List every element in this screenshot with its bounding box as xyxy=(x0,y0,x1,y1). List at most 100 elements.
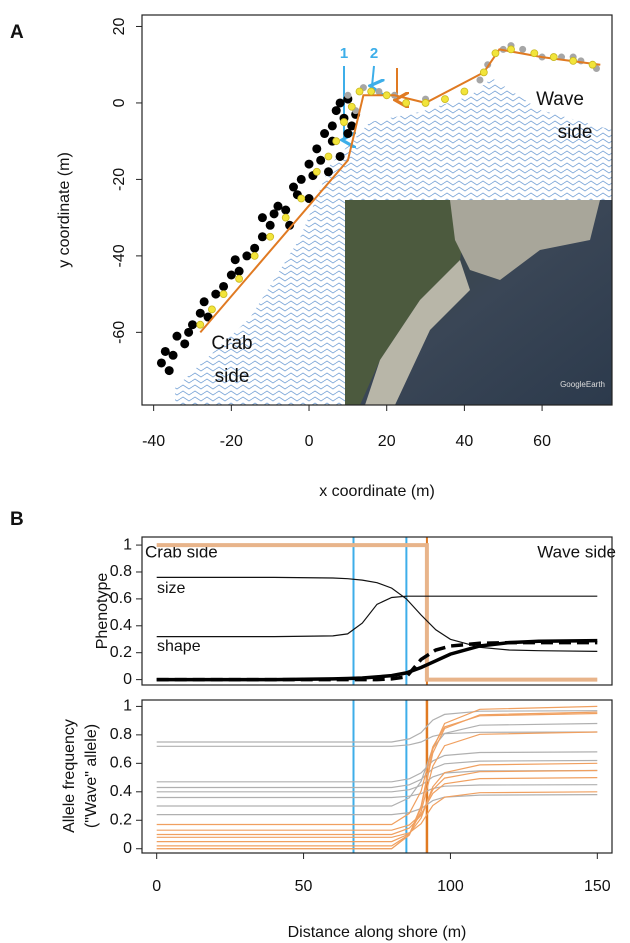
annotation: side xyxy=(558,122,593,143)
point xyxy=(199,297,209,307)
series-line xyxy=(156,759,598,789)
x-tick-label: 0 xyxy=(305,433,314,450)
point xyxy=(519,45,527,53)
point xyxy=(219,290,228,299)
point xyxy=(569,56,578,65)
point xyxy=(257,213,267,223)
y-tick-label: -20 xyxy=(111,168,128,191)
point xyxy=(476,76,484,84)
y-tick-label: 0.6 xyxy=(110,590,132,607)
series-line xyxy=(156,640,598,682)
point xyxy=(234,266,244,276)
x-tick-label: 100 xyxy=(437,878,464,895)
panel-label: A xyxy=(10,22,24,43)
x-tick-label: 40 xyxy=(455,433,473,450)
point xyxy=(382,91,391,100)
point xyxy=(491,49,500,58)
arrow xyxy=(372,65,374,86)
y-tick-label: 0 xyxy=(123,840,132,857)
y-tick-label: 1 xyxy=(123,698,132,715)
point xyxy=(327,121,337,131)
point xyxy=(355,87,364,96)
plot-frame xyxy=(141,536,613,686)
x-tick-label: -40 xyxy=(142,433,165,450)
point xyxy=(172,331,182,341)
y-tick-label: 0.8 xyxy=(110,563,132,580)
x-tick-label: 0 xyxy=(152,878,161,895)
series-line xyxy=(156,712,598,826)
point xyxy=(479,68,488,77)
x-tick-label: 20 xyxy=(378,433,396,450)
annotation: Wave xyxy=(536,89,584,110)
point xyxy=(335,98,345,108)
plot-frame xyxy=(141,14,613,406)
series-line xyxy=(156,769,598,836)
point xyxy=(250,251,259,260)
point xyxy=(285,220,295,230)
point xyxy=(549,53,558,61)
annotation: shape xyxy=(157,638,201,655)
point xyxy=(297,194,306,203)
series-line xyxy=(156,769,598,793)
point xyxy=(160,346,170,356)
point xyxy=(344,91,352,99)
point xyxy=(332,137,341,146)
plot-area xyxy=(156,42,601,376)
point xyxy=(312,144,322,154)
point xyxy=(219,281,229,291)
point xyxy=(331,106,341,116)
satellite-inset: GoogleEarth xyxy=(345,200,612,405)
point xyxy=(265,220,275,230)
panel-label: B xyxy=(10,509,24,530)
x-axis-label: x coordinate (m) xyxy=(319,483,435,500)
point xyxy=(402,99,411,107)
point xyxy=(347,121,357,131)
y-tick-label: 0.6 xyxy=(110,755,132,772)
series-line xyxy=(156,722,598,807)
annotation: 1 xyxy=(340,45,348,62)
point xyxy=(288,182,298,192)
y-axis-label: Phenotype xyxy=(94,573,111,650)
point xyxy=(266,232,275,241)
point xyxy=(460,87,469,96)
y-axis-label: ("Wave" allele) xyxy=(83,724,100,828)
y-tick-label: 20 xyxy=(111,17,128,35)
x-tick-label: 50 xyxy=(295,878,313,895)
point xyxy=(156,358,166,368)
series-line xyxy=(156,731,598,747)
y-tick-label: 0 xyxy=(111,98,128,107)
point xyxy=(164,366,174,376)
x-tick-label: 150 xyxy=(584,878,611,895)
point xyxy=(347,102,356,111)
point xyxy=(375,87,383,95)
point xyxy=(168,350,178,360)
series-line xyxy=(156,576,598,652)
series-line xyxy=(156,751,598,783)
series-line xyxy=(156,543,598,682)
point xyxy=(187,320,197,330)
point xyxy=(343,129,353,139)
x-axis-label: Distance along shore (m) xyxy=(288,924,467,941)
point xyxy=(235,274,244,283)
annotation: Crab side xyxy=(145,542,218,561)
point xyxy=(320,129,330,139)
series-line xyxy=(156,595,598,638)
point xyxy=(335,151,345,161)
image-credit: GoogleEarth xyxy=(560,380,605,389)
point xyxy=(208,305,216,314)
y-tick-label: -40 xyxy=(111,244,128,267)
series-line xyxy=(156,784,598,799)
annotation: Wave side xyxy=(537,542,616,561)
x-tick-label: -20 xyxy=(220,433,243,450)
point xyxy=(230,255,240,265)
point xyxy=(340,118,348,126)
point xyxy=(226,270,236,280)
series-line xyxy=(156,711,598,850)
series-line xyxy=(156,791,598,838)
y-tick-label: 0.4 xyxy=(110,783,132,800)
point xyxy=(273,201,283,211)
point xyxy=(296,174,306,184)
point xyxy=(211,289,221,299)
series-line xyxy=(156,710,598,743)
